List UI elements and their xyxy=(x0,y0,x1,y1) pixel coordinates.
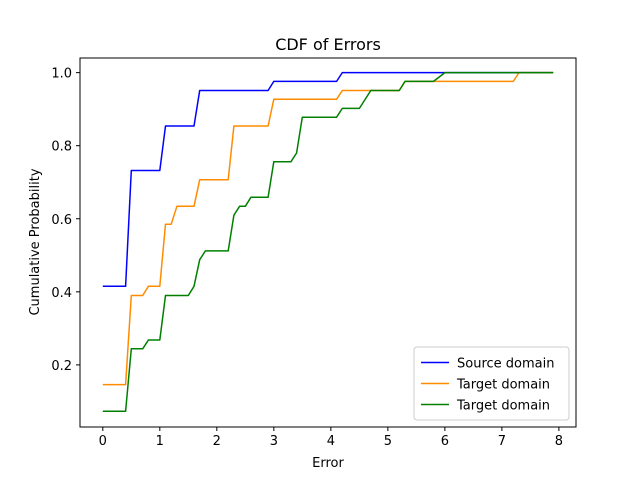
x-axis-ticks: 0 1 2 3 4 5 6 7 8 xyxy=(99,427,563,449)
y-axis-ticks: 0.2 0.4 0.6 0.8 1.0 xyxy=(51,67,80,374)
legend: Source domain Target domain Target domain xyxy=(413,346,570,421)
plot-area xyxy=(102,71,554,413)
legend-label: Target domain xyxy=(456,399,550,414)
x-axis-label: Error xyxy=(312,456,344,471)
x-tick-label: 0 xyxy=(99,434,107,449)
y-tick-label: 1.0 xyxy=(51,67,72,82)
series-line-2 xyxy=(102,71,554,386)
chart-title: CDF of Errors xyxy=(275,35,381,54)
series-line-1 xyxy=(102,71,554,288)
x-tick-label: 3 xyxy=(270,434,278,449)
y-tick-label: 0.2 xyxy=(51,359,72,374)
y-axis-label: Cumulative Probability xyxy=(28,168,43,315)
legend-label: Target domain xyxy=(456,378,550,393)
x-tick-label: 8 xyxy=(555,434,563,449)
series-line-3 xyxy=(102,71,554,413)
x-tick-label: 1 xyxy=(156,434,164,449)
x-tick-label: 6 xyxy=(441,434,449,449)
x-tick-label: 7 xyxy=(498,434,506,449)
y-tick-label: 0.8 xyxy=(51,140,72,155)
axes-frame xyxy=(79,57,577,428)
legend-box xyxy=(413,346,570,421)
x-tick-label: 4 xyxy=(327,434,335,449)
y-tick-label: 0.4 xyxy=(51,286,72,301)
x-tick-label: 2 xyxy=(213,434,221,449)
y-tick-label: 0.6 xyxy=(51,213,72,228)
x-tick-label: 5 xyxy=(384,434,392,449)
legend-label: Source domain xyxy=(457,357,554,372)
